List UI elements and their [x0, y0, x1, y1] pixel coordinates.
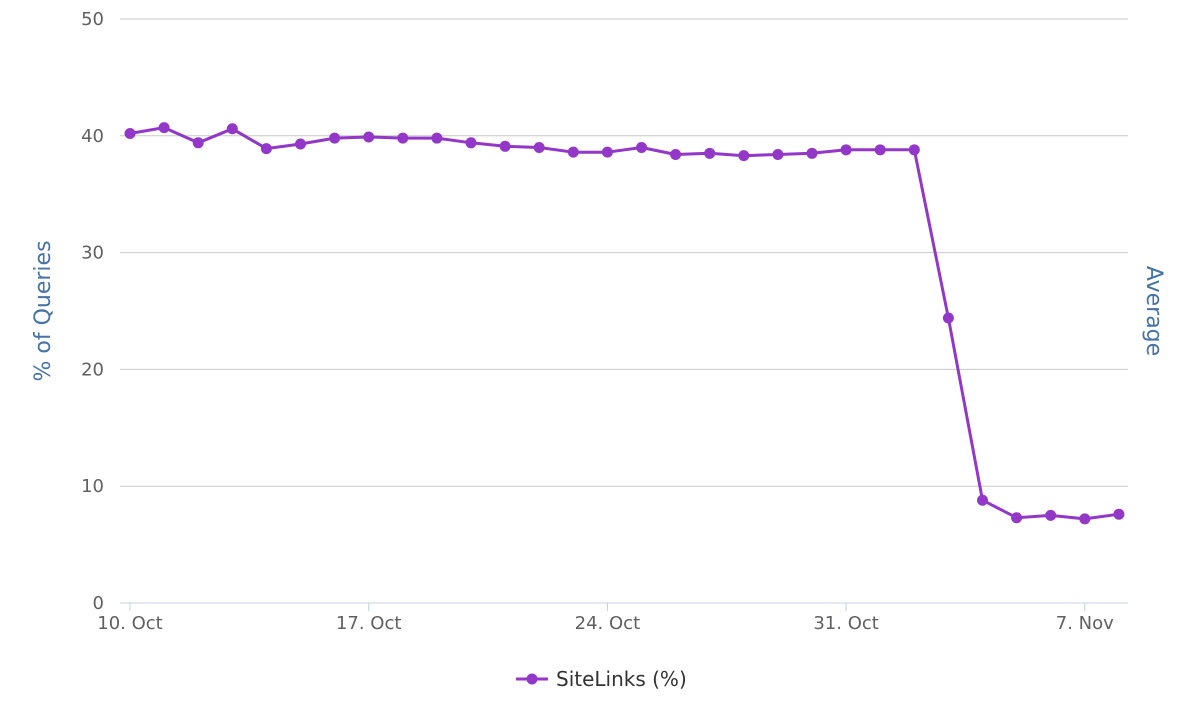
- data-point-10[interactable]: [465, 137, 477, 149]
- data-point-29[interactable]: [1113, 508, 1125, 520]
- x-tick-label-2: 24. Oct: [575, 613, 640, 634]
- y-axis-ticks: 0 10 20 30 40 50: [81, 9, 104, 614]
- data-point-24[interactable]: [942, 312, 954, 324]
- data-point-18[interactable]: [738, 150, 750, 162]
- data-point-6[interactable]: [329, 132, 341, 144]
- data-point-3[interactable]: [226, 123, 238, 135]
- y-tick-label-5: 50: [81, 9, 104, 30]
- y-tick-label-1: 10: [81, 476, 104, 497]
- x-axis-ticks: 10. Oct 17. Oct 24. Oct 31. Oct 7. Nov: [97, 603, 1114, 634]
- x-tick-label-4: 7. Nov: [1056, 613, 1114, 634]
- series-group: [124, 122, 1125, 525]
- data-point-15[interactable]: [636, 141, 647, 153]
- y-axis-title: % of Queries: [31, 240, 56, 381]
- data-point-28[interactable]: [1079, 513, 1091, 525]
- data-point-5[interactable]: [295, 138, 306, 150]
- data-point-26[interactable]: [1011, 512, 1023, 524]
- data-point-0[interactable]: [124, 127, 136, 139]
- x-tick-label-1: 17. Oct: [336, 613, 401, 634]
- data-point-14[interactable]: [601, 146, 613, 158]
- data-point-1[interactable]: [158, 122, 170, 134]
- legend[interactable]: SiteLinks (%): [516, 667, 687, 691]
- data-point-22[interactable]: [874, 144, 886, 156]
- x-tick-label-3: 31. Oct: [813, 613, 878, 634]
- legend-series-label: SiteLinks (%): [556, 667, 687, 691]
- data-point-17[interactable]: [704, 147, 716, 159]
- legend-series-marker: [526, 673, 538, 685]
- y-tick-label-4: 40: [81, 126, 104, 147]
- x-tick-label-0: 10. Oct: [97, 613, 162, 634]
- data-point-20[interactable]: [806, 147, 818, 159]
- series-line-0: [129, 126, 1120, 521]
- data-point-13[interactable]: [567, 146, 579, 158]
- data-point-27[interactable]: [1045, 509, 1057, 521]
- data-point-2[interactable]: [192, 137, 204, 149]
- data-point-12[interactable]: [533, 141, 545, 153]
- data-point-4[interactable]: [260, 143, 272, 155]
- y-tick-label-0: 0: [93, 593, 104, 614]
- data-point-21[interactable]: [840, 144, 852, 156]
- data-point-11[interactable]: [499, 140, 511, 152]
- data-point-9[interactable]: [431, 132, 443, 144]
- data-point-25[interactable]: [977, 494, 988, 506]
- y-axis-title-right: Average: [1141, 266, 1166, 356]
- data-point-8[interactable]: [397, 132, 409, 144]
- data-point-19[interactable]: [772, 148, 784, 160]
- grid-lines: [120, 18, 1128, 487]
- data-point-16[interactable]: [670, 148, 682, 160]
- data-point-23[interactable]: [908, 144, 920, 156]
- y-tick-label-3: 30: [81, 243, 104, 264]
- y-tick-label-2: 20: [81, 359, 104, 380]
- data-point-7[interactable]: [363, 131, 375, 143]
